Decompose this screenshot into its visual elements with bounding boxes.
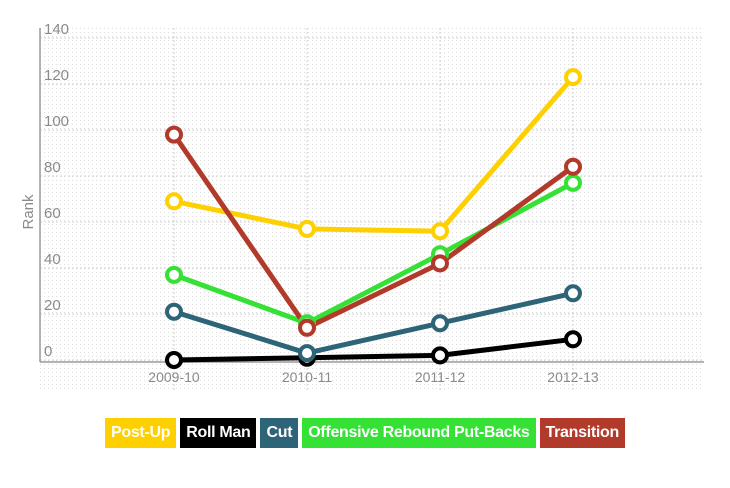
- data-point: [564, 284, 582, 303]
- data-point: [298, 344, 316, 363]
- axes: 0 20 40 60 80 100 120 140 2009-10 2010-11 2011-12 2…: [39, 21, 704, 385]
- x-tick-label: 2012-13: [547, 369, 599, 385]
- data-point: [431, 346, 449, 365]
- data-point: [165, 125, 183, 144]
- y-tick-label: 40: [44, 251, 61, 268]
- data-point: [165, 351, 183, 369]
- series-markers: [165, 68, 582, 369]
- data-point: [165, 192, 183, 211]
- y-tick-label: 20: [44, 297, 61, 314]
- legend-item[interactable]: Roll Man: [180, 418, 257, 448]
- legend-item[interactable]: Cut: [260, 418, 299, 448]
- legend-item[interactable]: Post-Up: [104, 418, 177, 448]
- data-point: [298, 318, 316, 337]
- series-lines: [171, 74, 576, 363]
- data-point: [564, 157, 582, 176]
- y-tick-label: 80: [44, 159, 61, 176]
- series-line: [171, 336, 576, 363]
- series-line: [171, 180, 576, 326]
- x-tick-label: 2011-12: [415, 369, 466, 385]
- line-chart: 0 20 40 60 80 100 120 140 2009-10 2010-11 2011-12 2…: [20, 21, 704, 392]
- legend: Post-Up Roll Man Cut Offensive Rebound Put-…: [0, 418, 730, 452]
- data-point: [564, 68, 582, 87]
- y-tick-label: 120: [44, 67, 69, 84]
- y-tick-label: 100: [44, 113, 69, 130]
- data-point: [431, 222, 449, 241]
- data-point: [165, 265, 183, 284]
- x-tick-label: 2010-11: [282, 369, 333, 385]
- plot-background: [40, 28, 704, 392]
- data-point: [564, 173, 582, 192]
- data-point: [431, 314, 449, 333]
- y-tick-label: 60: [44, 205, 61, 222]
- data-point: [431, 254, 449, 273]
- y-tick-label: 140: [44, 21, 69, 38]
- data-point: [165, 302, 183, 321]
- series-line: [171, 74, 576, 234]
- x-tick-label: 2009-10: [148, 369, 200, 385]
- data-point: [564, 330, 582, 349]
- data-point: [298, 219, 316, 238]
- legend-item[interactable]: Offensive Rebound Put-Backs: [302, 418, 536, 448]
- legend-item[interactable]: Transition: [539, 418, 625, 448]
- y-tick-label: 0: [44, 343, 52, 360]
- gridlines: [40, 28, 704, 392]
- y-axis-title: Rank: [20, 194, 37, 230]
- series-line: [171, 132, 576, 331]
- series-line: [171, 290, 576, 356]
